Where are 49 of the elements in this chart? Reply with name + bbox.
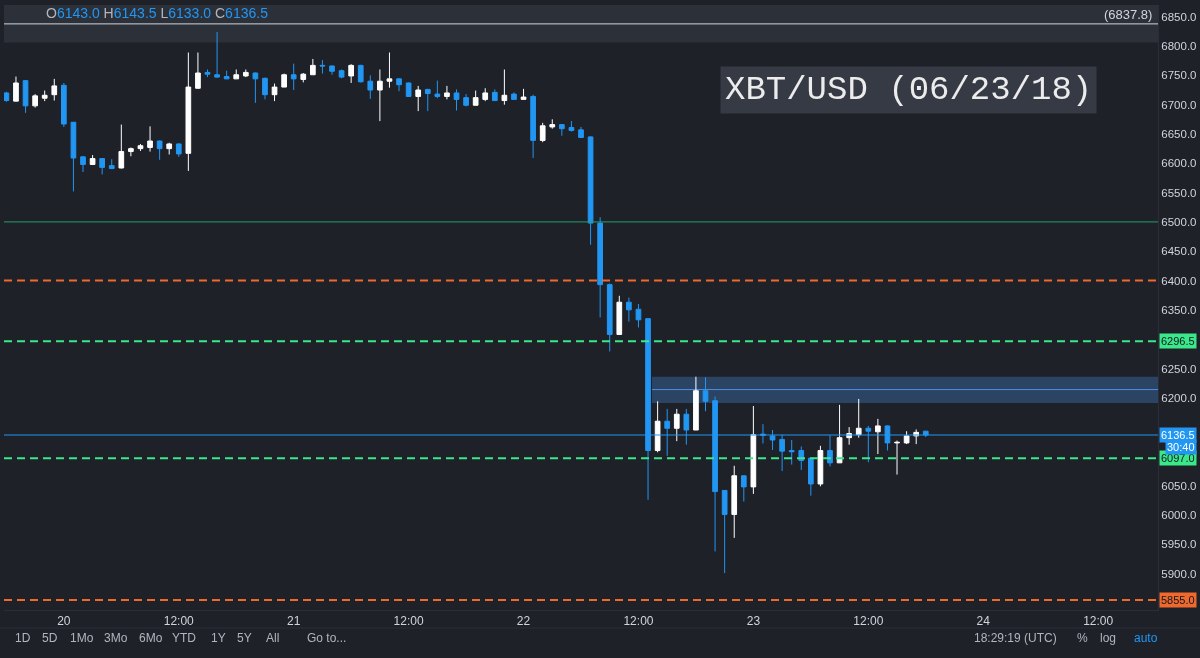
y-tick-label: 6650.0 [1161, 128, 1197, 140]
text: % [1077, 631, 1088, 645]
y-tick-label: 6750.0 [1161, 69, 1197, 82]
text: 1Mo [70, 631, 94, 645]
x-tick-label: 12:00 [623, 614, 654, 629]
annotation: O6143.0 H6143.5 L6133.0 C6136.5 [46, 5, 269, 21]
y-tick-label: 6700.0 [1161, 98, 1197, 111]
text: XBT/USD (06/23/18) [725, 71, 1093, 109]
y-tick-label: 5950.0 [1161, 538, 1197, 551]
y-tick-label: 5900.0 [1161, 567, 1197, 580]
y-tick-label: 6600.0 [1161, 157, 1197, 170]
y-tick-label: 6450.0 [1161, 245, 1197, 258]
x-tick-label: 20 [57, 614, 71, 629]
ref-line-label: 6097.0 [1161, 452, 1195, 464]
text: 30:40 [1167, 441, 1195, 453]
y-tick-label: 6000.0 [1161, 509, 1197, 522]
ref-line-label: 6136.5 [1161, 429, 1195, 441]
y-tick-label: 6250.0 [1161, 362, 1197, 375]
x-tick-label: 12:00 [853, 614, 884, 629]
text: 6Mo [139, 631, 163, 645]
y-tick-label: 6500.0 [1161, 215, 1197, 228]
x-tick-label: 22 [516, 614, 531, 629]
text: 18:29:19 (UTC) [974, 631, 1057, 645]
y-tick-label: 6850.0 [1161, 10, 1197, 23]
text: All [266, 631, 280, 645]
x-tick-label: 23 [746, 614, 761, 629]
ref-line-label: 6296.5 [1161, 335, 1195, 347]
y-tick-label: 6550.0 [1161, 186, 1197, 199]
text: 5D [42, 631, 58, 645]
text: Go to... [307, 631, 347, 645]
x-tick-label: 24 [976, 614, 991, 629]
text: YTD [172, 631, 197, 645]
y-tick-label: 6050.0 [1161, 479, 1197, 492]
text: 3Mo [104, 631, 128, 645]
ref-line-label: 5855.0 [1161, 594, 1195, 606]
x-tick-label: 12:00 [1083, 614, 1114, 629]
text: auto [1134, 631, 1158, 645]
x-tick-label: 12:00 [163, 614, 195, 629]
text: 1D [15, 631, 31, 645]
text: 5Y [237, 631, 252, 645]
x-tick-label: 12:00 [393, 614, 424, 629]
text: log [1100, 631, 1117, 645]
text: 1Y [211, 631, 226, 645]
y-tick-label: 6800.0 [1161, 40, 1197, 53]
y-tick-label: 6350.0 [1161, 303, 1197, 316]
y-tick-label: 6400.0 [1161, 274, 1197, 287]
x-tick-label: 21 [287, 614, 301, 629]
y-tick-label: 6200.0 [1161, 391, 1197, 404]
ref-line-label: (6837.8) [1104, 7, 1153, 22]
